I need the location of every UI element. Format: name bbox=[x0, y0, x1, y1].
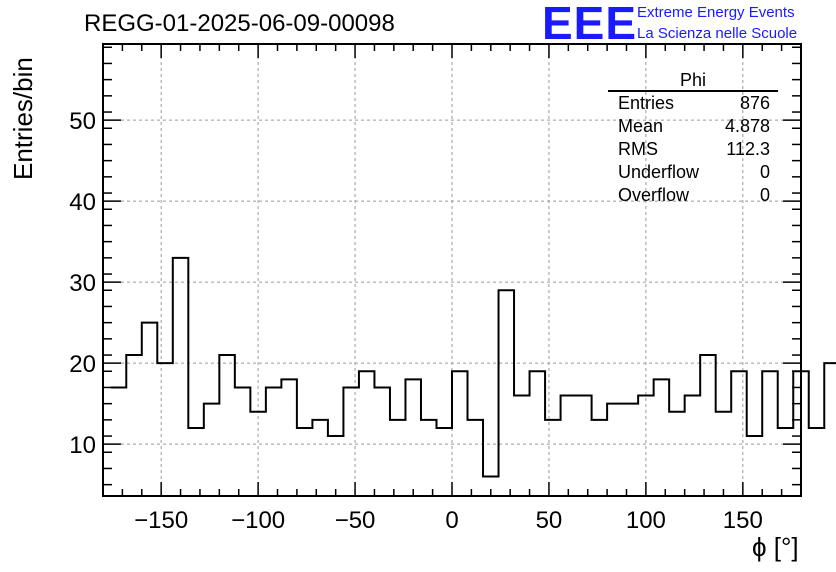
tick-labels: −150 −100 −50 0 50 100 150 10 20 30 40 50 bbox=[69, 108, 763, 534]
stats-label: Overflow bbox=[618, 185, 690, 205]
x-tick-label: 100 bbox=[626, 507, 666, 534]
y-tick-label: 20 bbox=[69, 351, 96, 378]
stats-row-underflow: Underflow 0 bbox=[608, 161, 778, 184]
logo-line-1: Extreme Energy Events bbox=[637, 4, 795, 21]
x-tick-label: −100 bbox=[231, 507, 285, 534]
plot-title: REGG-01-2025-06-09-00098 bbox=[84, 10, 395, 37]
x-tick-label: 50 bbox=[536, 507, 563, 534]
logo-line-2: La Scienza nelle Scuole bbox=[637, 25, 798, 42]
stats-value: 876 bbox=[739, 93, 770, 113]
x-tick-label: 0 bbox=[445, 507, 458, 534]
stats-label: Entries bbox=[618, 93, 675, 113]
y-tick-label: 40 bbox=[69, 189, 96, 216]
stats-row-overflow: Overflow 0 bbox=[608, 184, 778, 207]
histogram-step-line bbox=[110, 256, 836, 478]
stats-value: 4.878 bbox=[724, 116, 770, 136]
y-tick-label: 10 bbox=[69, 432, 96, 459]
x-tick-label: −50 bbox=[335, 507, 376, 534]
stats-label: Underflow bbox=[618, 162, 700, 182]
axis-ticks bbox=[102, 44, 802, 496]
y-tick-label: 50 bbox=[69, 108, 96, 135]
stats-row-entries: Entries 876 bbox=[608, 92, 778, 115]
y-tick-label: 30 bbox=[69, 270, 96, 297]
x-tick-label: 150 bbox=[723, 507, 763, 534]
stats-value: 112.3 bbox=[726, 139, 770, 159]
stats-label: Mean bbox=[618, 116, 664, 136]
y-axis-label: Entries/bin bbox=[8, 57, 38, 180]
stats-value: 0 bbox=[759, 162, 770, 182]
eee-logo: EEE bbox=[542, 0, 638, 49]
stats-row-mean: Mean 4.878 bbox=[608, 115, 778, 138]
stats-title: Phi bbox=[608, 70, 778, 92]
stats-box: Phi Entries 876 Mean 4.878 RMS 112.3 Und… bbox=[608, 70, 778, 207]
x-tick-label: −150 bbox=[134, 507, 188, 534]
x-axis-label: ϕ [°] bbox=[752, 532, 799, 562]
stats-value: 0 bbox=[759, 185, 770, 205]
stats-row-rms: RMS 112.3 bbox=[608, 138, 778, 161]
stats-label: RMS bbox=[618, 139, 658, 159]
